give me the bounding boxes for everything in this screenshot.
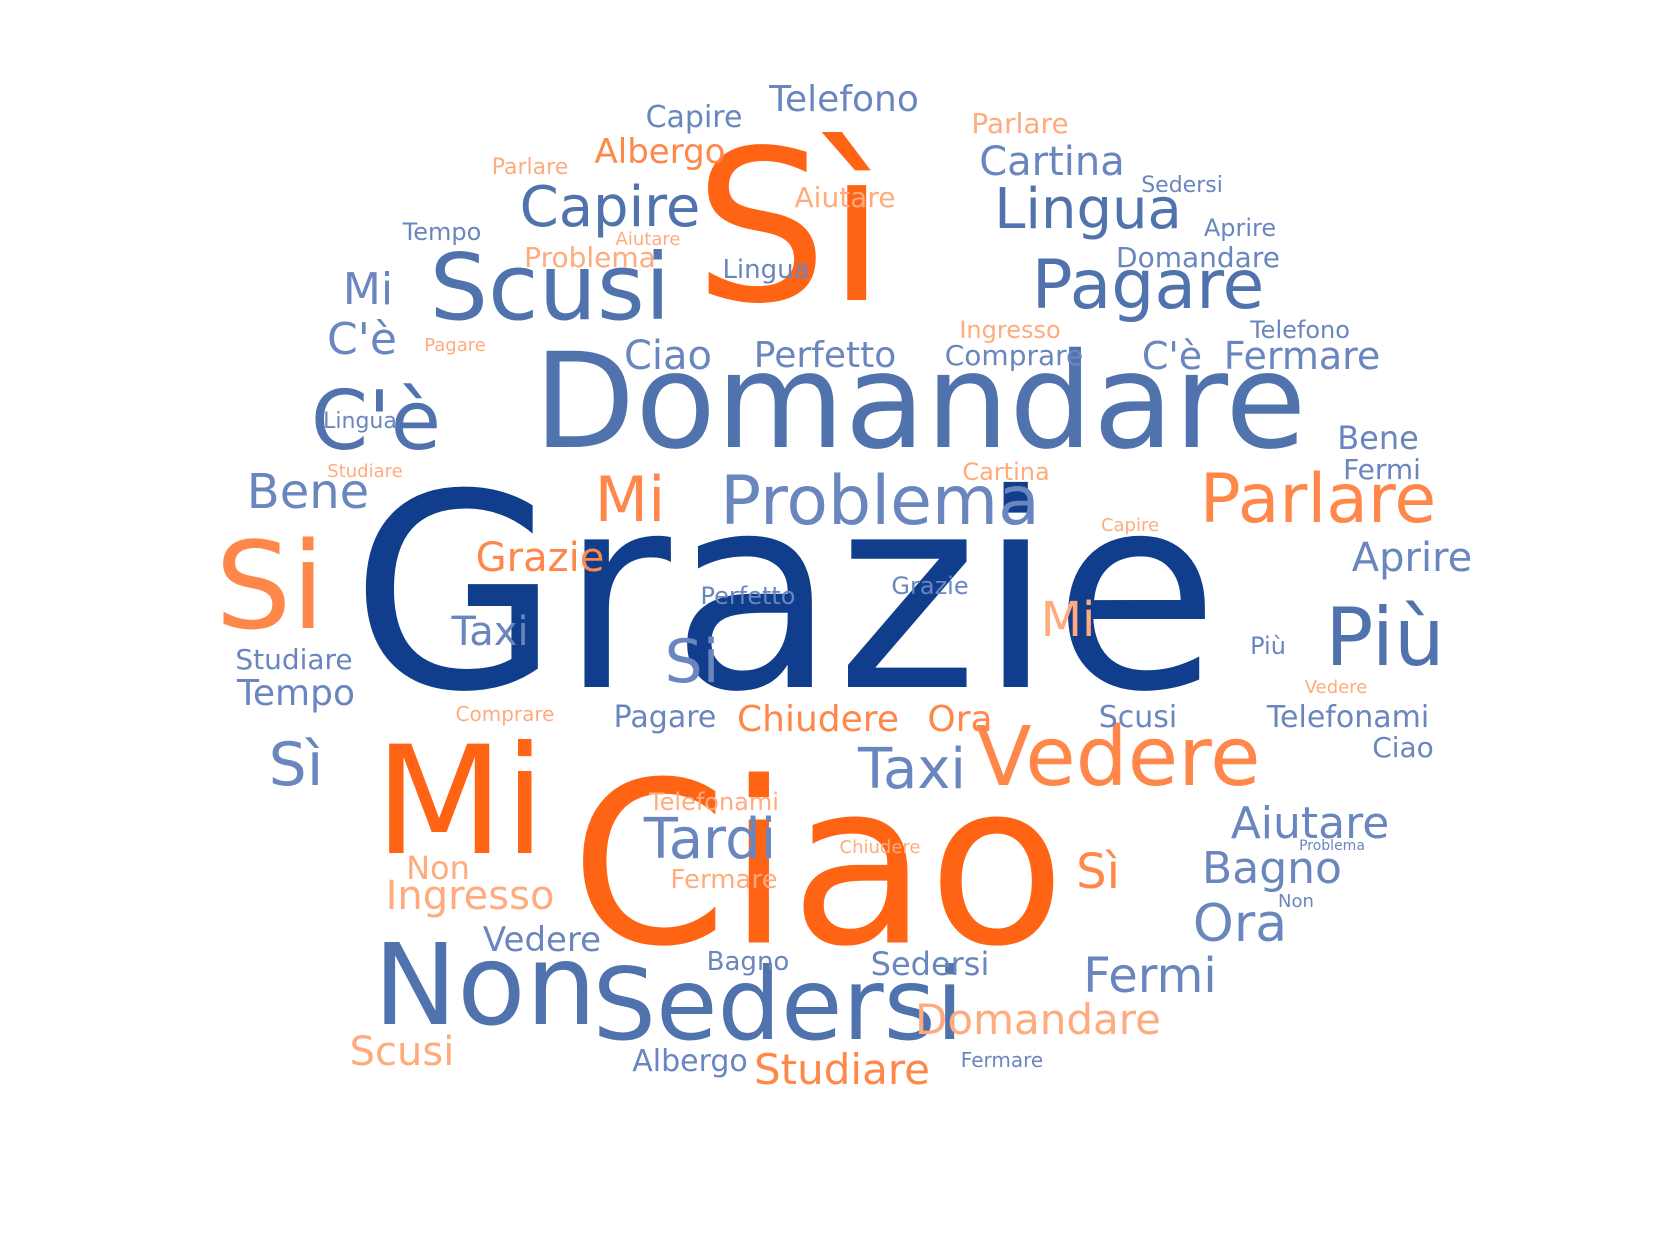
word: Chiudere [737, 699, 899, 740]
word: Fermi [1083, 948, 1217, 1004]
word: Capire [1100, 515, 1160, 536]
word: Chiudere [839, 837, 921, 858]
word: Aiutare [794, 181, 896, 214]
word: Comprare [944, 339, 1084, 372]
word: Vedere [975, 710, 1261, 805]
word: Ciao [623, 333, 713, 379]
word: Sedersi [1141, 173, 1223, 198]
word: Ingresso [959, 316, 1061, 344]
word: Lingua [994, 177, 1182, 242]
word: Domandare [1116, 241, 1280, 274]
word: Albergo [632, 1044, 748, 1079]
word: Ingresso [385, 873, 555, 919]
word: Scusi [349, 1029, 455, 1075]
word: Non [1278, 891, 1314, 912]
word: Scusi [429, 234, 671, 341]
word: Vedere [1304, 677, 1368, 698]
word: Telefono [1250, 316, 1350, 344]
word: Sì [268, 730, 324, 800]
word: Sedersi [870, 945, 990, 983]
word: Cartina [979, 139, 1125, 185]
word: Perfetto [700, 582, 796, 610]
word: Tempo [402, 218, 482, 246]
word: Ciao [1372, 731, 1434, 764]
word: Telefono [769, 79, 919, 120]
word: Problema [1299, 838, 1365, 854]
word: Parlare [971, 107, 1069, 140]
word: Cartina [962, 458, 1050, 486]
word: Pagare [613, 700, 717, 735]
word: Sì [1076, 844, 1120, 900]
word: Taxi [858, 737, 966, 802]
word: Più [1325, 591, 1445, 684]
word: Fermi [1343, 453, 1421, 486]
word: Tardi [643, 807, 777, 872]
word: Sì [694, 105, 886, 350]
word: Vedere [482, 920, 602, 960]
word: Mi [374, 715, 546, 889]
word: Tempo [237, 673, 355, 714]
word: Non [373, 921, 597, 1051]
word: Problema [524, 241, 656, 274]
word: Aiutare [615, 229, 681, 250]
word: Perfetto [753, 335, 897, 376]
word: Parlare [491, 155, 569, 180]
word: Studiare [327, 461, 403, 482]
word: Non [406, 849, 470, 887]
word: Si [664, 627, 720, 697]
word: Domandare [915, 995, 1161, 1044]
word: Si [215, 518, 325, 657]
word: Fermare [1223, 334, 1381, 378]
word: Fermare [670, 865, 778, 895]
word: Telefonami [649, 788, 779, 816]
word: Lingua [722, 255, 810, 285]
word: Telefonami [1266, 700, 1430, 735]
word: Grazie [891, 572, 969, 600]
word: Sedersi [592, 946, 964, 1063]
word: Parlare [1199, 460, 1437, 539]
word: Grazie [475, 535, 605, 581]
word: Mi [342, 264, 394, 315]
word: Lingua [323, 409, 397, 434]
word: Pagare [1031, 246, 1265, 325]
word: C'è [310, 374, 442, 469]
word: C'è [327, 314, 397, 365]
word: Bagno [1202, 843, 1342, 894]
word: Fermare [960, 1048, 1044, 1072]
word: Bene [1337, 419, 1419, 457]
word: Mi [594, 463, 666, 536]
word: Studiare [754, 1045, 930, 1094]
word: Bene [246, 464, 370, 520]
word: Studiare [235, 643, 353, 676]
word: Problema [720, 462, 1040, 541]
word: Albergo [594, 132, 726, 172]
word: Scusi [1098, 700, 1178, 735]
word: Aprire [1203, 214, 1277, 242]
word: Pagare [424, 335, 486, 356]
word: Ora [927, 699, 993, 740]
word: Ciao [570, 734, 1066, 997]
word: Ora [1192, 894, 1288, 954]
word: Taxi [451, 609, 529, 655]
word: C'è [1141, 334, 1203, 378]
word: Domandare [533, 325, 1307, 479]
word: Mi [1040, 592, 1096, 648]
word: Bagno [706, 947, 790, 977]
word: Comprare [455, 702, 555, 726]
word: Più [1250, 632, 1286, 660]
word: Aprire [1351, 535, 1473, 581]
word: Aiutare [1230, 798, 1390, 849]
word: Capire [519, 175, 701, 240]
word: Capire [645, 100, 743, 135]
word: Grazie [350, 436, 1220, 751]
